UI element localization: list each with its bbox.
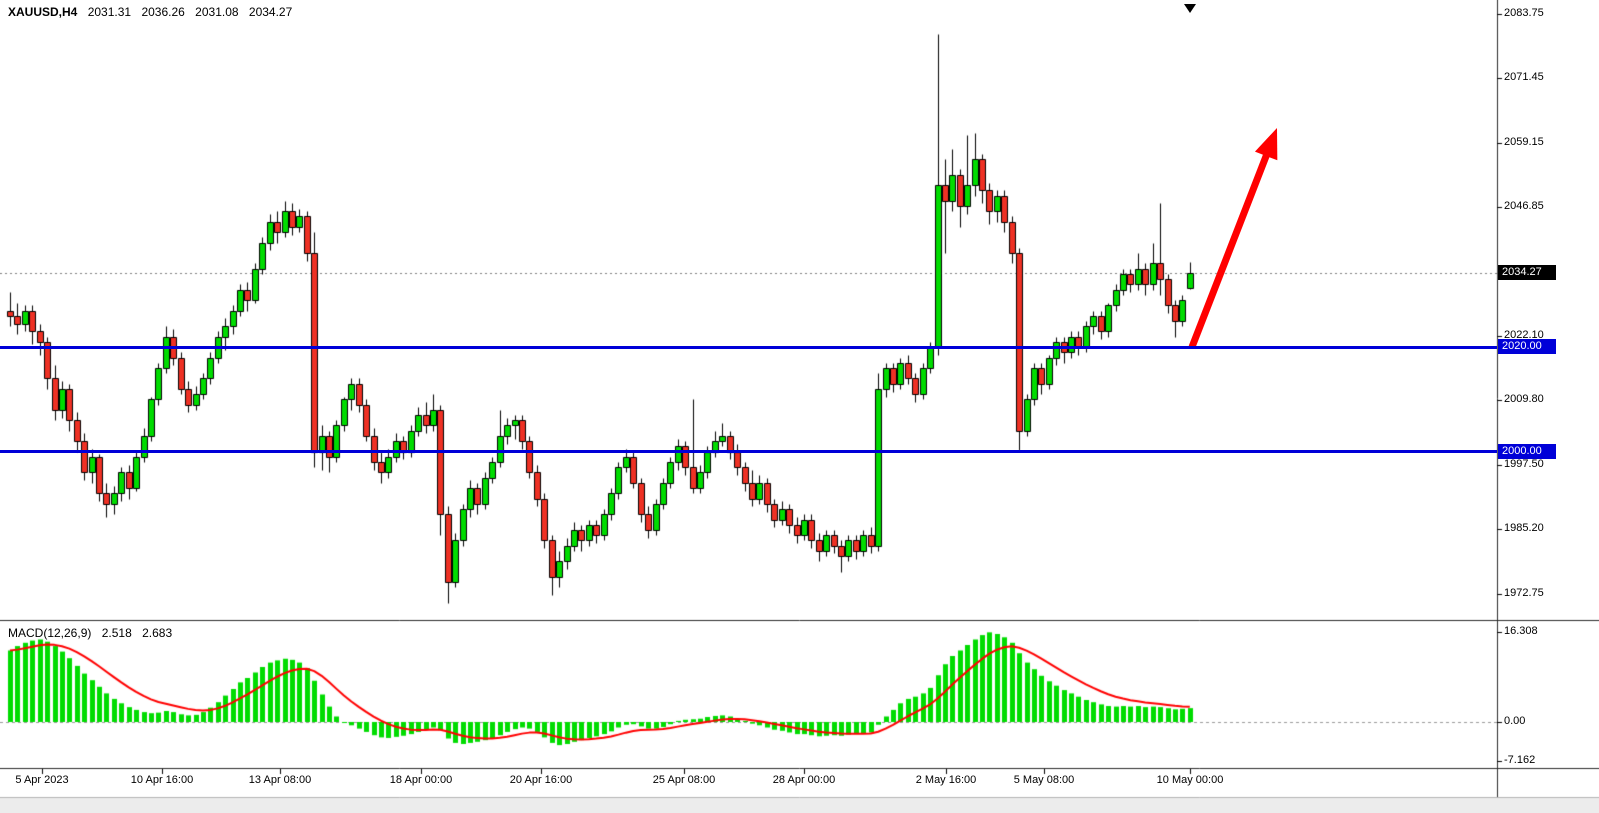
time-tick-label: 10 May 00:00 <box>1156 774 1224 786</box>
price-tick-label: 2059.15 <box>1504 135 1544 148</box>
time-tick-label: 25 Apr 08:00 <box>652 774 716 786</box>
price-tick-label: 2071.45 <box>1504 71 1544 84</box>
time-axis[interactable]: 5 Apr 2023 10 Apr 16:00 13 Apr 08:00 18 Apr… <box>0 768 1599 797</box>
price-tick-label: 2083.75 <box>1504 7 1544 19</box>
macd-tick-label: 16.308 <box>1504 625 1538 638</box>
time-tick-label: 2 May 16:00 <box>915 774 977 786</box>
price-tick-label: 1985.20 <box>1504 521 1544 534</box>
close-value: 2034.27 <box>248 5 293 19</box>
hline-price-tag: 2000.00 <box>1498 443 1556 459</box>
macd-signal-value: 2.683 <box>142 626 173 640</box>
macd-tick-label: 0.00 <box>1504 715 1526 727</box>
price-tick-label: 2046.85 <box>1504 199 1544 212</box>
time-tick-label: 5 May 08:00 <box>1013 774 1075 786</box>
time-tick-label: 20 Apr 16:00 <box>509 774 573 786</box>
horizontal-line-2020.00[interactable] <box>0 345 1497 349</box>
time-tick-label: 5 Apr 2023 <box>15 774 69 786</box>
low-value: 2031.08 <box>195 5 239 19</box>
price-axis[interactable]: 2083.75 2071.45 2059.15 2046.85 2022.10 2009.… <box>1497 0 1599 768</box>
time-tick-label: 10 Apr 16:00 <box>130 774 194 786</box>
time-tick-label: 18 Apr 00:00 <box>389 774 453 786</box>
macd-indicator-readout: MACD(12,26,9) 2.518 2.683 <box>8 626 172 640</box>
horizontal-line-2000.00[interactable] <box>0 450 1497 454</box>
high-value: 2036.26 <box>141 5 185 19</box>
hline-price-tag: 2020.00 <box>1498 339 1556 355</box>
macd-label: MACD(12,26,9) <box>8 626 92 640</box>
current-price-tag: 2034.27 <box>1498 264 1556 280</box>
symbol-timeframe-label: XAUUSD,H4 <box>8 5 78 19</box>
symbol-ohlc-readout: XAUUSD,H4 2031.31 2036.26 2031.08 2034.2… <box>8 5 292 19</box>
price-tick-label: 2022.10 <box>1504 329 1544 342</box>
macd-tick-label: -7.162 <box>1504 754 1536 767</box>
price-tick-label: 2009.80 <box>1504 393 1544 406</box>
time-tick-label: 28 Apr 00:00 <box>772 774 836 786</box>
macd-main-value: 2.518 <box>101 626 132 640</box>
price-tick-label: 1972.75 <box>1504 586 1544 599</box>
price-tick-label: 1997.50 <box>1504 457 1544 470</box>
time-tick-label: 13 Apr 08:00 <box>248 774 312 786</box>
open-value: 2031.31 <box>87 5 132 19</box>
shift-end-marker-icon <box>1184 4 1196 13</box>
